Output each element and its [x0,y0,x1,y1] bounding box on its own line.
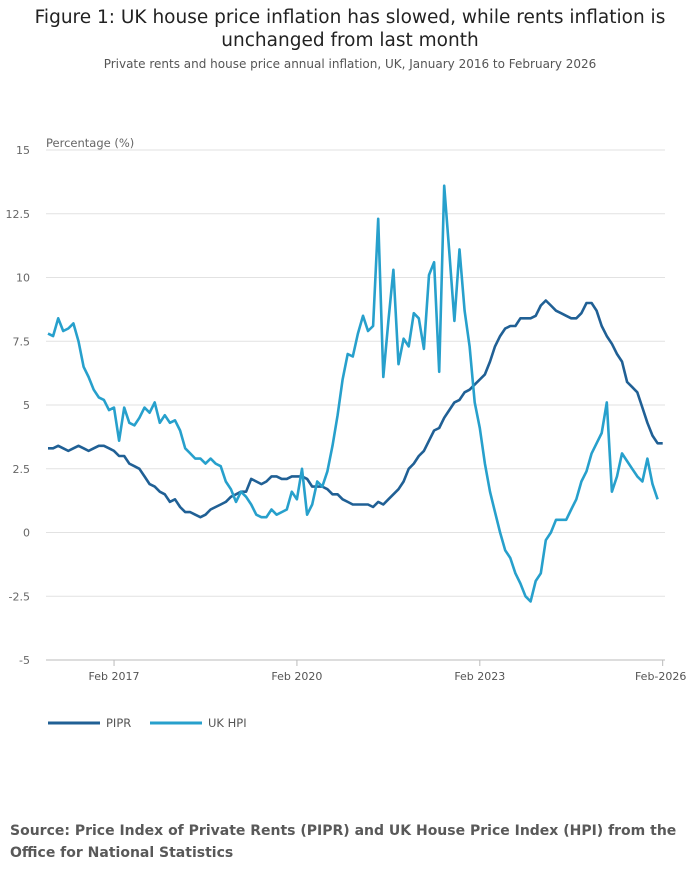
x-tick-label: Feb 2017 [89,670,140,683]
y-tick-label: -2.5 [9,590,30,603]
y-tick-label: 15 [16,144,30,157]
x-tick-label: Feb 2023 [454,670,505,683]
legend-label: UK HPI [208,716,247,730]
chart-title: Figure 1: UK house price inflation has s… [34,7,666,51]
y-axis-label: Percentage (%) [46,136,134,150]
y-tick-label: 5 [23,399,30,412]
y-tick-label: 12.5 [6,208,31,221]
x-tick-label: Feb 2020 [271,670,322,683]
x-tick-label: Feb-2026 [635,670,686,683]
y-tick-label: 0 [23,527,30,540]
y-tick-label: 7.5 [13,335,31,348]
y-tick-label: -5 [19,654,30,667]
source-note: Source: Price Index of Private Rents (PI… [10,823,677,861]
y-tick-label: 2.5 [13,463,31,476]
series-line-uk-hpi [47,184,659,603]
legend-label: PIPR [106,716,131,730]
series-line-pipr [48,299,663,519]
chart-subtitle: Private rents and house price annual inf… [103,57,597,71]
y-tick-label: 10 [16,272,30,285]
line-chart: Percentage (%) 15 12.5 10 7.5 5 2.5 0 -2.5 -5 Fe… [6,136,687,730]
